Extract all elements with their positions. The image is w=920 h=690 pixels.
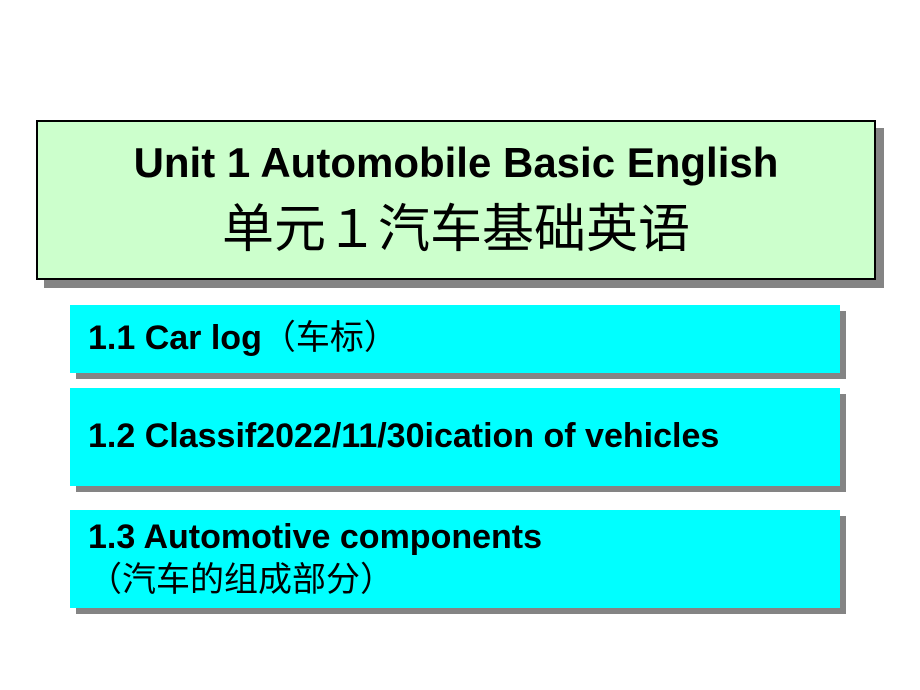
section-2-text: 1.2 Classif2022/11/30ication of vehicles <box>88 415 822 459</box>
title-box: Unit 1 Automobile Basic English 单元１汽车基础英… <box>36 120 876 280</box>
section-1-box: 1.1 Car log（车标） <box>70 305 840 373</box>
section-1-text: 1.1 Car log（车标） <box>88 317 822 361</box>
section-3-en: 1.3 Automotive components <box>88 518 542 556</box>
section-3-line1: 1.3 Automotive components <box>88 516 822 559</box>
section-2-en: 1.2 Classif2022/11/30ication of vehicles <box>88 417 719 455</box>
title-chinese: 单元１汽车基础英语 <box>222 187 690 262</box>
section-1-zh: （车标） <box>262 320 398 357</box>
section-3-box: 1.3 Automotive components （汽车的组成部分） <box>70 510 840 608</box>
section-2-box: 1.2 Classif2022/11/30ication of vehicles <box>70 388 840 486</box>
section-3-zh: （汽车的组成部分） <box>88 562 394 599</box>
section-3-line2: （汽车的组成部分） <box>88 559 822 603</box>
title-english: Unit 1 Automobile Basic English <box>134 139 779 187</box>
section-1-en: 1.1 Car log <box>88 319 262 357</box>
